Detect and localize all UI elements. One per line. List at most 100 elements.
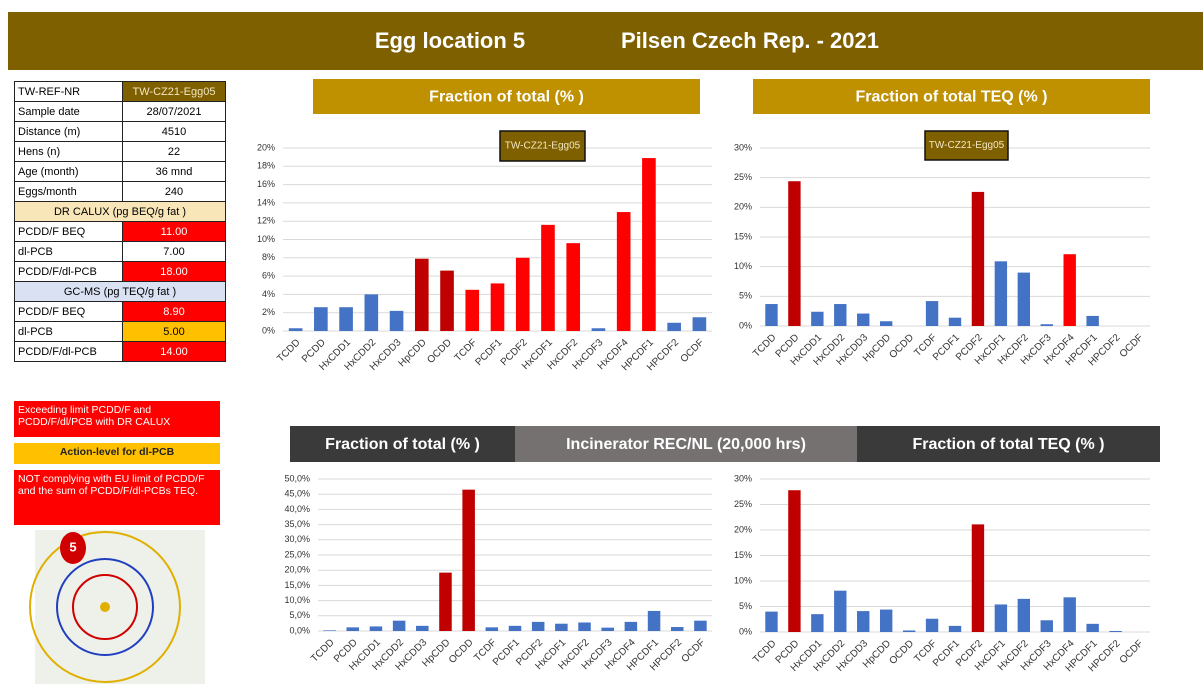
bar [566,243,581,331]
bar [1017,272,1031,326]
y-tick-label: 20% [734,524,752,534]
bar [541,224,555,331]
y-tick-label: 0% [739,626,752,636]
y-tick-label: 5% [739,601,752,611]
x-tick-label: OCDF [680,637,708,665]
bar [416,625,429,631]
x-tick-label: OCDD [425,337,454,366]
map: 5 [29,530,205,684]
bar [1086,315,1099,326]
cell: dl-PCB [14,241,123,262]
bar [1017,598,1031,632]
header-bar [8,12,1203,70]
bar [346,627,360,631]
y-tick-label: 16% [257,179,275,189]
bar [834,304,847,326]
x-tick-label: TCDD [751,638,778,665]
legend-label: TW-CZ21-Egg05 [505,141,581,152]
cell: PCDD/F BEQ [14,221,123,242]
bar [364,294,379,331]
title-bar [753,79,1150,114]
x-tick-label: OCDD [888,638,917,667]
title-bar [290,426,515,462]
y-tick-label: 5,0% [289,610,310,620]
section-header: GC-MS (pg TEQ/g fat ) [14,281,226,302]
y-tick-label: 10,0% [284,595,310,605]
y-tick-label: 10% [257,234,275,244]
bar [389,310,404,331]
bar [392,620,406,631]
x-tick-label: OCDF [1118,638,1146,666]
x-tick-label: PCDF1 [474,337,505,368]
bar [490,283,505,331]
map-center [100,602,110,612]
map-ring [29,531,181,683]
cell: dl-PCB [14,321,123,342]
title-bar [313,79,700,114]
info-table: TW-REF-NR TW-CZ21-Egg05 Sample date 28/07/… [14,81,226,362]
note: Action-level for dl-PCB [14,443,220,464]
chart-title: Fraction of total (% ) [429,89,584,106]
cell: Eggs/month [14,181,123,202]
y-tick-label: 30,0% [284,534,310,544]
bar [601,627,614,631]
bar [765,304,778,326]
note: NOT complying with EU limit of PCDD/F an… [14,470,220,525]
chart-title: Fraction of total TEQ (% ) [856,89,1048,106]
bar [1063,254,1076,326]
y-tick-label: 20,0% [284,565,310,575]
bar [765,611,778,632]
cell: TW-CZ21-Egg05 [122,81,226,102]
y-tick-label: 18% [257,161,275,171]
bar [465,289,480,331]
y-tick-label: 10% [734,575,752,585]
bar [902,630,916,632]
bar [288,328,303,331]
y-tick-label: 15,0% [284,580,310,590]
bar [339,307,353,331]
bar [1040,324,1053,326]
cell: 14.00 [122,341,226,362]
y-tick-label: 30% [734,142,752,152]
legend-label: TW-CZ21-Egg05 [929,140,1005,151]
bar [508,625,522,631]
bar [591,328,606,331]
y-tick-label: 30% [734,473,752,483]
y-tick-label: 10% [734,261,752,271]
cell: Sample date [14,101,123,122]
bar [616,212,631,331]
bar [555,623,568,631]
y-tick-label: 45,0% [284,489,310,499]
banner-middle [515,426,857,462]
cell: 22 [122,141,226,162]
y-tick-label: 20% [257,142,275,152]
y-tick-label: 6% [262,270,275,280]
x-tick-label: TCDD [309,637,336,664]
y-tick-label: 25% [734,172,752,182]
bar [971,191,985,326]
cell: 8.90 [122,301,226,322]
cell: 11.00 [122,221,226,242]
bar [971,524,985,632]
x-tick-label: OCDF [679,337,707,365]
bar [948,625,962,632]
bar [667,322,681,331]
bar [624,621,638,631]
bar [994,261,1008,326]
bar [994,604,1008,632]
y-tick-label: 35,0% [284,519,310,529]
bar [323,630,336,631]
bar [788,181,801,326]
bar [1063,597,1076,632]
bar [692,317,707,331]
bar [857,611,870,632]
banner-text: Incinerator REC/NL (20,000 hrs) [566,436,806,453]
x-tick-label: OCDD [447,637,476,666]
bar [578,622,591,631]
bar [414,258,429,331]
bar [531,621,545,631]
x-tick-label: HpCDD [397,337,429,369]
section-header: DR CALUX (pg BEQ/g fat ) [14,201,226,222]
